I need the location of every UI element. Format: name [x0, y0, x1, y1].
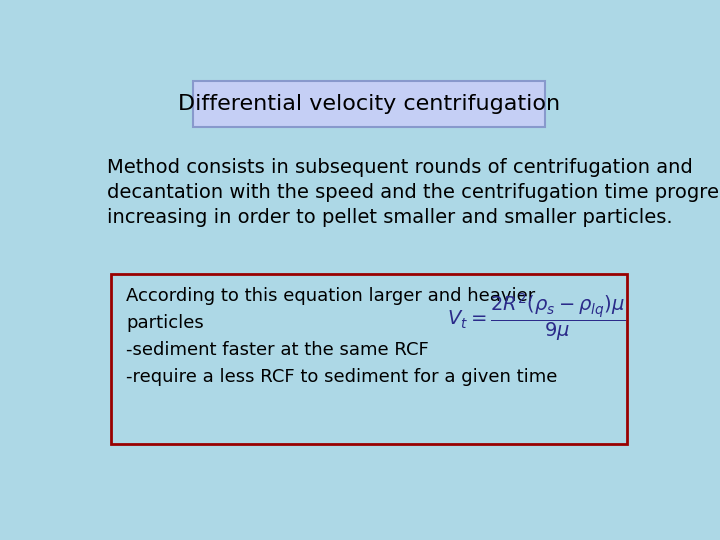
Text: -require a less RCF to sediment for a given time: -require a less RCF to sediment for a gi…: [126, 368, 558, 386]
FancyBboxPatch shape: [193, 82, 545, 127]
Text: Differential velocity centrifugation: Differential velocity centrifugation: [178, 94, 560, 114]
Text: decantation with the speed and the centrifugation time progressively: decantation with the speed and the centr…: [107, 183, 720, 202]
FancyBboxPatch shape: [111, 274, 627, 444]
Text: According to this equation larger and heavier: According to this equation larger and he…: [126, 287, 536, 305]
Text: particles: particles: [126, 314, 204, 332]
Text: $V_t = \dfrac{2R^2(\rho_s - \rho_{lq})\mu}{9\mu}$: $V_t = \dfrac{2R^2(\rho_s - \rho_{lq})\m…: [447, 292, 626, 345]
Text: Method consists in subsequent rounds of centrifugation and: Method consists in subsequent rounds of …: [107, 158, 693, 177]
Text: -sediment faster at the same RCF: -sediment faster at the same RCF: [126, 341, 429, 359]
Text: increasing in order to pellet smaller and smaller particles.: increasing in order to pellet smaller an…: [107, 208, 672, 227]
